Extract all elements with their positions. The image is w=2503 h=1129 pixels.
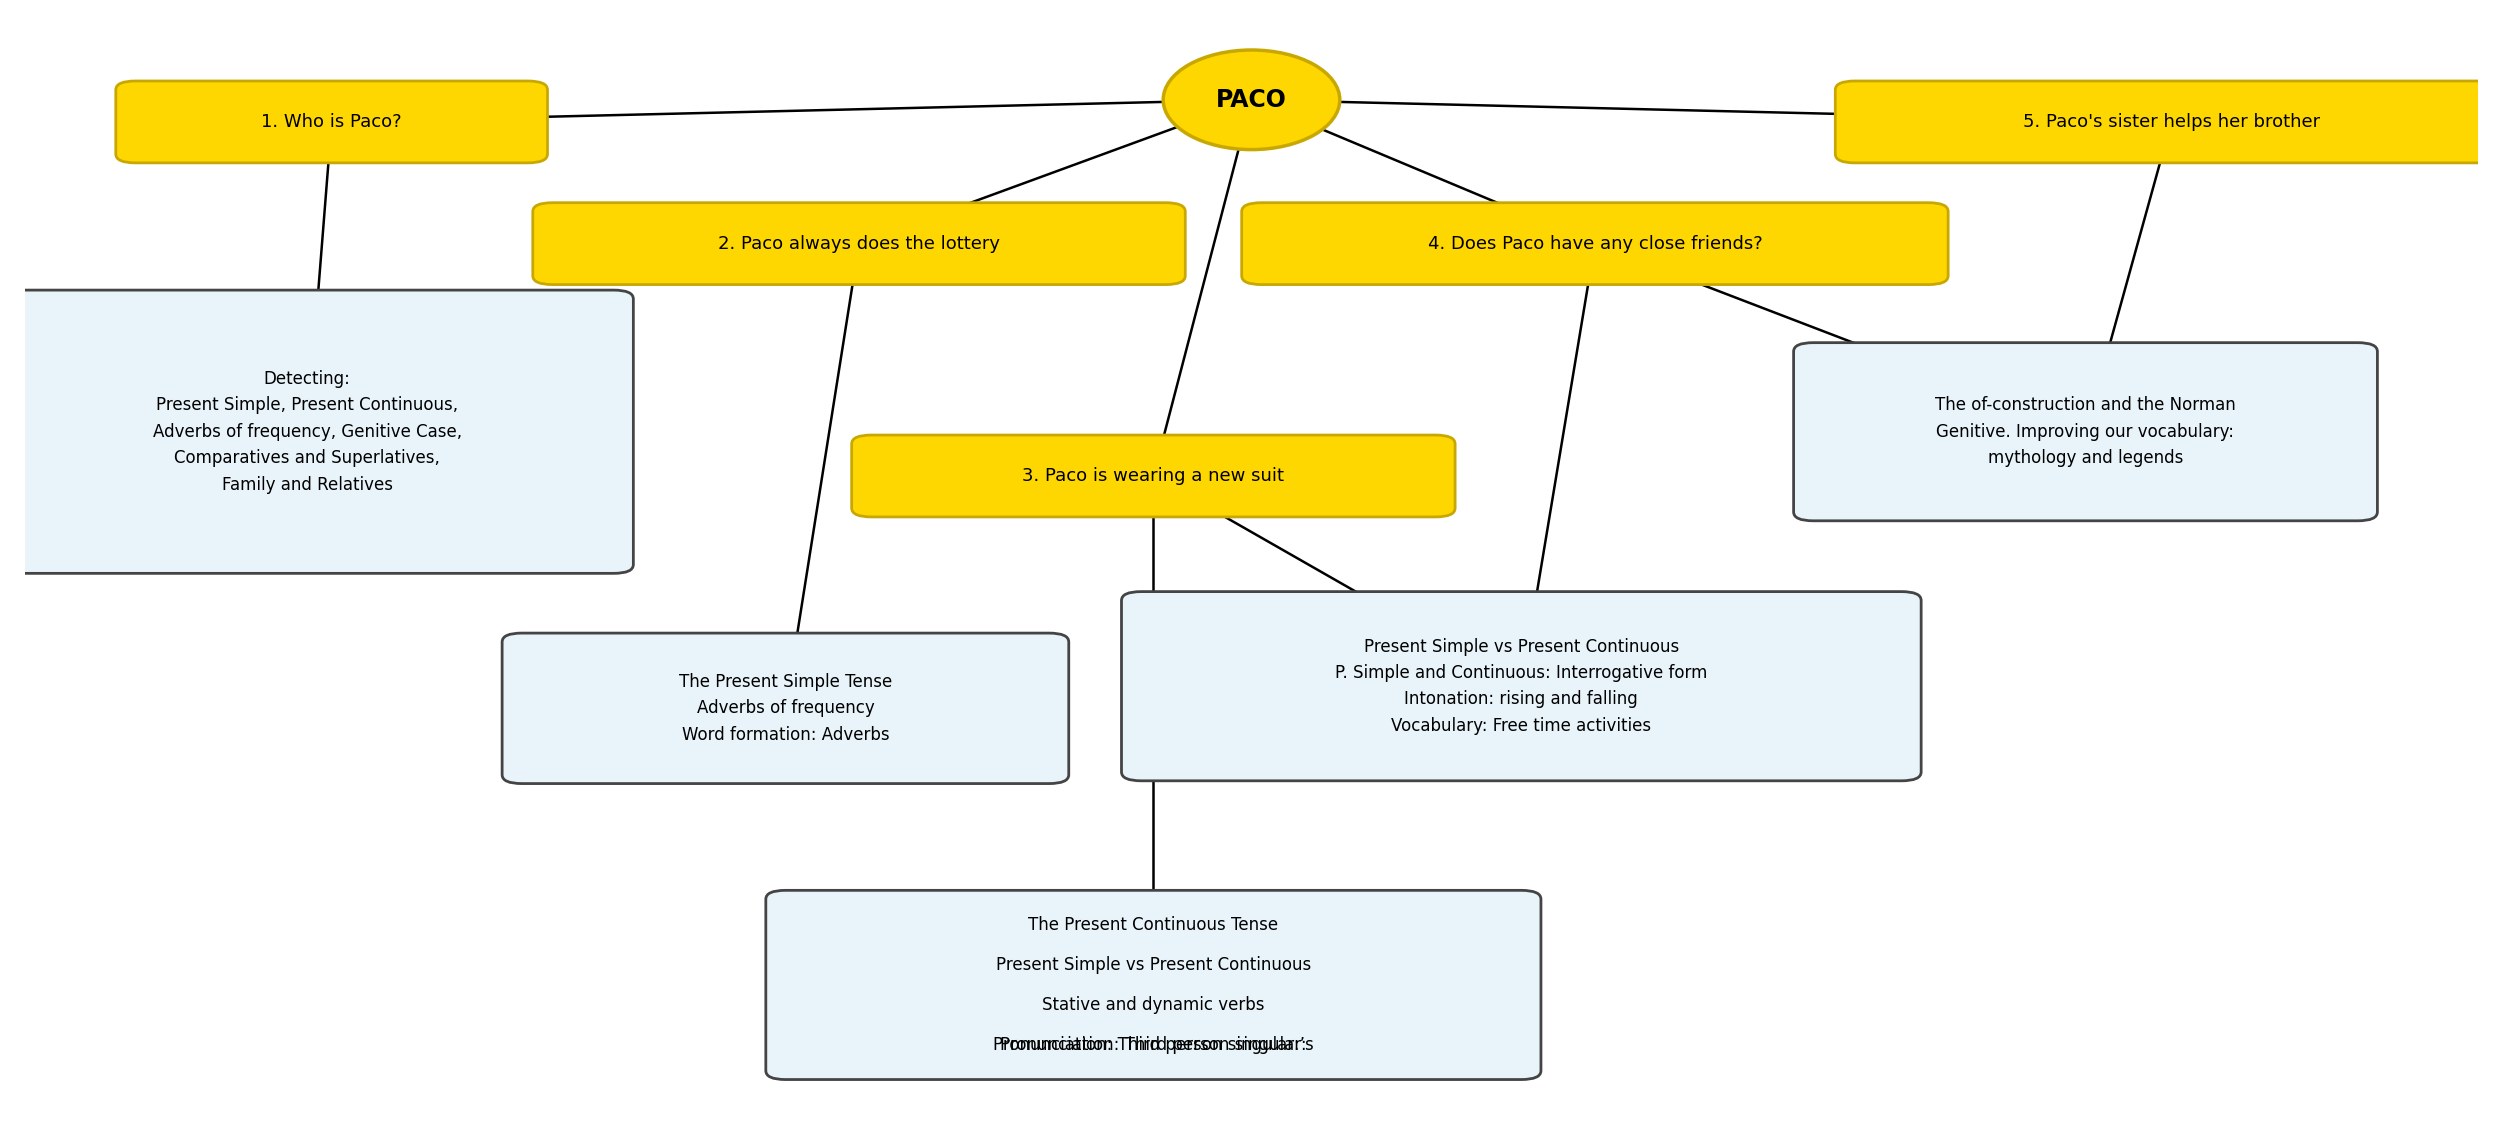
FancyBboxPatch shape <box>1241 203 1947 285</box>
Text: 4. Does Paco have any close friends?: 4. Does Paco have any close friends? <box>1427 235 1762 253</box>
Text: Pronunciation: Third person singular:’s: Pronunciation: Third person singular:’s <box>994 1035 1314 1053</box>
FancyBboxPatch shape <box>1795 343 2378 520</box>
Text: 3. Paco is wearing a new suit: 3. Paco is wearing a new suit <box>1021 467 1284 485</box>
Text: PACO: PACO <box>1216 88 1287 112</box>
Text: Detecting:
Present Simple, Present Continuous,
Adverbs of frequency, Genitive Ca: Detecting: Present Simple, Present Conti… <box>153 370 461 493</box>
Text: Present Simple vs Present Continuous
P. Simple and Continuous: Interrogative for: Present Simple vs Present Continuous P. … <box>1334 638 1707 735</box>
FancyBboxPatch shape <box>115 81 548 163</box>
FancyBboxPatch shape <box>0 290 633 574</box>
FancyBboxPatch shape <box>1121 592 1922 781</box>
Text: The Present Simple Tense
Adverbs of frequency
Word formation: Adverbs: The Present Simple Tense Adverbs of freq… <box>678 673 891 744</box>
Text: Pronunciation: Third person singular:: Pronunciation: Third person singular: <box>1001 1035 1307 1053</box>
Text: Present Simple vs Present Continuous: Present Simple vs Present Continuous <box>996 956 1312 974</box>
Text: The Present Continuous Tense: The Present Continuous Tense <box>1029 916 1279 934</box>
Text: 2. Paco always does the lottery: 2. Paco always does the lottery <box>718 235 1001 253</box>
FancyBboxPatch shape <box>503 633 1069 784</box>
Ellipse shape <box>1164 50 1339 149</box>
Text: Stative and dynamic verbs: Stative and dynamic verbs <box>1041 996 1264 1014</box>
FancyBboxPatch shape <box>1835 81 2503 163</box>
Text: Pronunciation: Third person singular:’s: Pronunciation: Third person singular:’s <box>994 1035 1314 1053</box>
FancyBboxPatch shape <box>533 203 1186 285</box>
Text: 5. Paco's sister helps her brother: 5. Paco's sister helps her brother <box>2022 113 2320 131</box>
Text: 1. Who is Paco?: 1. Who is Paco? <box>260 113 403 131</box>
FancyBboxPatch shape <box>851 435 1454 517</box>
FancyBboxPatch shape <box>766 891 1542 1079</box>
Text: The of-construction and the Norman
Genitive. Improving our vocabulary:
mythology: The of-construction and the Norman Genit… <box>1935 396 2235 467</box>
